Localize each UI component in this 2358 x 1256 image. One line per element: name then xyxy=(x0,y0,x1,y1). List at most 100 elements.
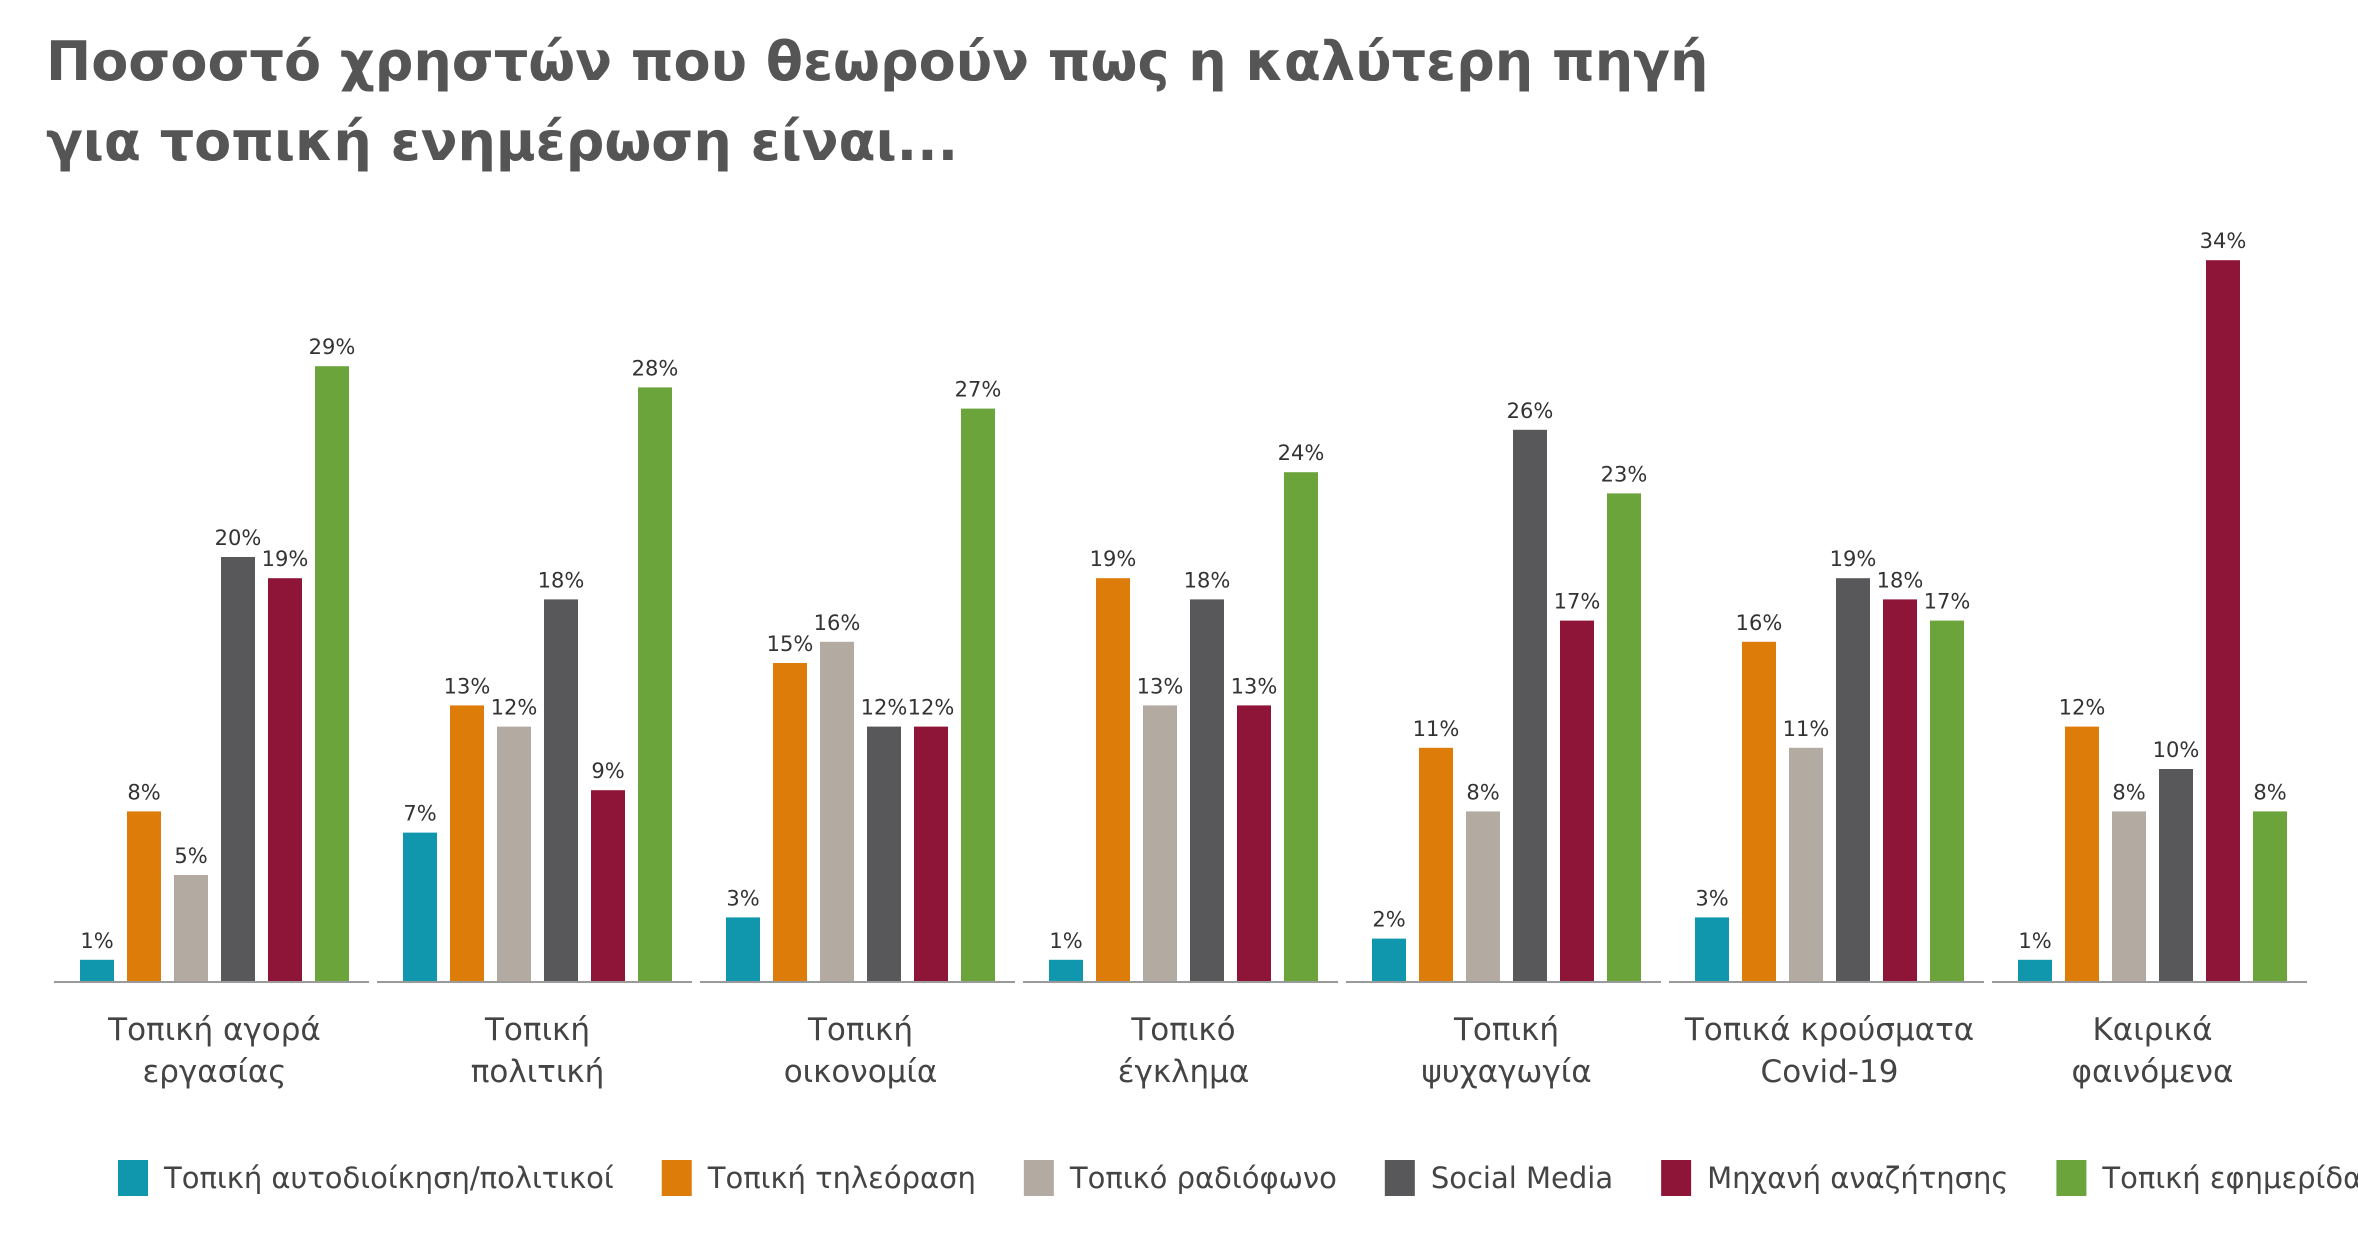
bar xyxy=(315,366,349,981)
category-labels: Τοπική αγορά εργασίας Τοπική πολιτική Τοπική… xyxy=(107,1012,2233,1090)
bar xyxy=(1096,578,1130,981)
bar-value-label: 11% xyxy=(1413,717,1460,741)
bar-value-label: 16% xyxy=(1736,611,1783,635)
legend-swatch xyxy=(1661,1160,1692,1196)
bar-value-label: 28% xyxy=(632,356,679,380)
bar-value-label: 17% xyxy=(1554,590,1601,614)
bar xyxy=(497,726,531,981)
chart-title: Ποσοστό χρηστών που θεωρούν πως η καλύτε… xyxy=(46,22,1946,182)
bar-value-label: 1% xyxy=(80,929,113,953)
legend-swatch xyxy=(1023,1160,1054,1196)
bar-value-label: 8% xyxy=(127,780,160,804)
bar xyxy=(1695,917,1729,981)
bar xyxy=(1419,747,1453,981)
bar xyxy=(1607,493,1641,981)
bar xyxy=(591,790,625,981)
bar-value-label: 16% xyxy=(814,611,861,635)
bar xyxy=(450,705,484,981)
bar xyxy=(1560,620,1594,981)
bar-value-label: 13% xyxy=(1137,674,1184,698)
bar xyxy=(773,663,807,981)
bar xyxy=(174,875,208,981)
legend-swatch xyxy=(118,1160,148,1196)
category-label: Τοπική ψυχαγωγία xyxy=(1421,1012,1591,1090)
bar xyxy=(1143,705,1177,981)
bar xyxy=(127,811,161,981)
legend-swatch xyxy=(661,1160,692,1196)
legend-swatch xyxy=(2056,1160,2087,1196)
bar xyxy=(914,726,948,981)
bar-value-label: 17% xyxy=(1924,590,1971,614)
bar xyxy=(1742,641,1776,981)
bar-value-label: 8% xyxy=(2112,780,2145,804)
bar-value-label: 10% xyxy=(2153,738,2200,762)
bar xyxy=(2018,959,2052,981)
category-label: Τοπικά κρούσματα Covid-19 xyxy=(1684,1012,1974,1090)
bar-value-label: 34% xyxy=(2200,229,2247,253)
legend: Τοπική αυτοδιοίκηση/πολιτικοί Τοπική τηλε… xyxy=(118,1160,2358,1196)
category-label: Τοπική πολιτική xyxy=(471,1012,605,1090)
bar-value-label: 12% xyxy=(908,696,955,720)
bar-value-label: 19% xyxy=(262,547,309,571)
category-label: Τοπική οικονομία xyxy=(784,1012,938,1090)
bar xyxy=(2206,260,2240,981)
bar-value-label: 20% xyxy=(215,526,262,550)
bar xyxy=(961,408,995,982)
bar xyxy=(80,959,114,981)
legend-label: Τοπικό ραδιόφωνο xyxy=(1069,1161,1337,1195)
bar-value-label: 1% xyxy=(1049,929,1082,953)
bar-value-label: 12% xyxy=(861,696,908,720)
bar-value-label: 19% xyxy=(1090,547,1137,571)
bar xyxy=(638,387,672,981)
bar-value-label: 24% xyxy=(1278,441,1325,465)
bar-value-label: 18% xyxy=(1877,568,1924,592)
bar xyxy=(1466,811,1500,981)
bar-value-label: 8% xyxy=(1466,780,1499,804)
bar xyxy=(1789,747,1823,981)
bar-value-label: 27% xyxy=(955,378,1002,402)
bar-value-label: 11% xyxy=(1783,717,1830,741)
bar xyxy=(1836,578,1870,981)
legend-label: Social Media xyxy=(1431,1161,1613,1195)
chart-title-line-2: για τοπική ενημέρωση είναι... xyxy=(46,110,959,173)
bar xyxy=(2159,769,2193,981)
bar-value-label: 1% xyxy=(2018,929,2051,953)
bar xyxy=(867,726,901,981)
bar-value-label: 3% xyxy=(726,886,759,910)
bar-value-label: 12% xyxy=(491,696,538,720)
legend-swatch xyxy=(1384,1160,1415,1196)
bar xyxy=(1930,620,1964,981)
chart-title-line-1: Ποσοστό χρηστών που θεωρούν πως η καλύτε… xyxy=(46,30,1709,93)
bar-value-label: 23% xyxy=(1601,462,1648,486)
bar-value-label: 7% xyxy=(403,802,436,826)
bar xyxy=(1284,472,1318,981)
value-labels: 1%8%5%20%19%29%7%13%12%18%9%28%3%15%16%1… xyxy=(80,229,2286,953)
bar-value-label: 8% xyxy=(2253,780,2286,804)
legend-label: Μηχανή αναζήτησης xyxy=(1707,1161,2008,1195)
bar xyxy=(1513,429,1547,981)
bar xyxy=(1237,705,1271,981)
bar xyxy=(2112,811,2146,981)
bar-value-label: 5% xyxy=(174,844,207,868)
bar-value-label: 13% xyxy=(444,674,491,698)
bar xyxy=(221,557,255,981)
bar xyxy=(403,832,437,981)
bar xyxy=(2253,811,2287,981)
bar-value-label: 13% xyxy=(1231,674,1278,698)
bar-value-label: 2% xyxy=(1372,908,1405,932)
bar-value-label: 9% xyxy=(591,759,624,783)
bar xyxy=(544,599,578,981)
bar-value-label: 3% xyxy=(1695,886,1728,910)
bar xyxy=(820,641,854,981)
bar xyxy=(726,917,760,981)
bar xyxy=(1190,599,1224,981)
category-label: Τοπική αγορά εργασίας xyxy=(107,1012,321,1090)
legend-label: Τοπική αυτοδιοίκηση/πολιτικοί xyxy=(163,1161,614,1195)
bar xyxy=(1372,938,1406,981)
bar-value-label: 12% xyxy=(2059,696,2106,720)
bar xyxy=(2065,726,2099,981)
bar xyxy=(1883,599,1917,981)
bar xyxy=(1049,959,1083,981)
bar-value-label: 26% xyxy=(1507,399,1554,423)
bar xyxy=(268,578,302,981)
